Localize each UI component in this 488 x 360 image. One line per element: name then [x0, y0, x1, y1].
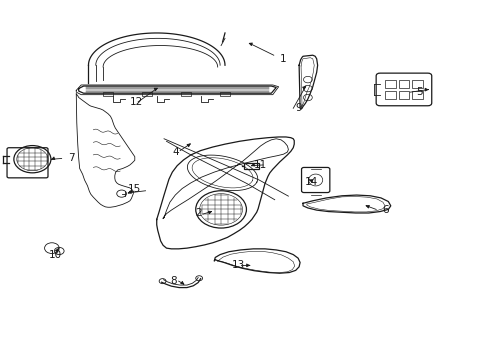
Bar: [181, 92, 190, 96]
Text: 9: 9: [295, 103, 301, 113]
Bar: [384, 80, 395, 88]
Bar: [411, 80, 422, 88]
Bar: [398, 80, 408, 88]
Text: 7: 7: [68, 153, 75, 163]
Text: 6: 6: [381, 205, 388, 215]
Bar: [244, 163, 259, 169]
Text: 1: 1: [279, 54, 285, 64]
Bar: [411, 91, 422, 99]
Text: 4: 4: [172, 147, 179, 157]
Bar: [384, 91, 395, 99]
Text: 10: 10: [48, 249, 61, 260]
Text: 14: 14: [304, 177, 317, 187]
Text: 12: 12: [130, 97, 143, 107]
Text: 11: 11: [254, 160, 267, 170]
Bar: [103, 92, 113, 96]
Text: 8: 8: [170, 276, 177, 286]
Bar: [220, 92, 229, 96]
Bar: [398, 91, 408, 99]
Bar: [142, 92, 152, 96]
Text: 15: 15: [127, 184, 141, 194]
Text: 2: 2: [194, 208, 201, 218]
Text: 5: 5: [415, 87, 422, 97]
Text: 13: 13: [232, 260, 245, 270]
